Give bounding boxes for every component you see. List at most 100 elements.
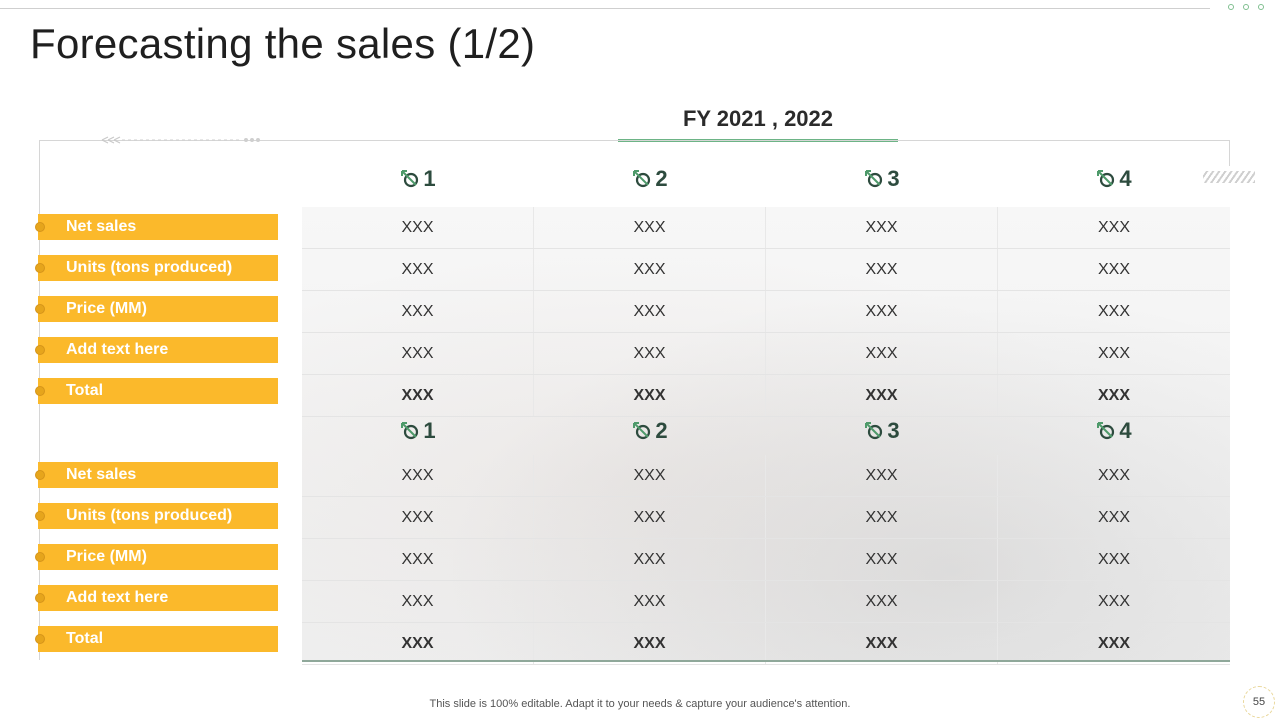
table-cell: XXX: [534, 333, 766, 374]
table-row: XXX XXX XXX XXX: [302, 291, 1230, 333]
quarter-number: 4: [1119, 418, 1132, 443]
arrow-target-icon: [1096, 168, 1119, 190]
quarter-number: 4: [1119, 166, 1132, 191]
row-label-text: Units (tons produced): [66, 507, 233, 524]
quarter-number: 2: [655, 418, 668, 443]
row-label: Units (tons produced): [35, 503, 278, 529]
table-cell: XXX: [1097, 218, 1130, 236]
hatch-decoration: [1203, 171, 1255, 183]
quarter-header: 2: [534, 164, 766, 194]
table-cell: XXX: [1097, 550, 1130, 568]
quarter-header: 3: [766, 164, 998, 194]
table-cell: XXX: [302, 497, 534, 538]
row-label: Price (MM): [35, 544, 278, 570]
table-cell: XXX: [302, 581, 534, 622]
table-row: XXX XXX XXX XXX: [302, 497, 1230, 539]
quarter-header-row-2: 1 2 3 4: [302, 416, 1230, 446]
forecast-table-1: XXX XXX XXX XXX XXX XXX XXX XXX XXX XXX XXX XXX XXX X…: [302, 207, 1230, 417]
table-cell: XXX: [766, 581, 998, 622]
quarter-number: 2: [655, 166, 668, 191]
table-row: XXX XXX XXX XXX: [302, 375, 1230, 417]
top-divider: [0, 8, 1210, 9]
table-cell: XXX: [534, 291, 766, 332]
quarter-number: 1: [423, 418, 436, 443]
bullet-icon: [35, 386, 45, 396]
table-cell: XXX: [766, 497, 998, 538]
table-cell: XXX: [534, 375, 766, 416]
table-row: XXX XXX XXX XXX: [302, 623, 1230, 665]
forecast-table-2: XXX XXX XXX XXX XXX XXX XXX XXX XXX XXX XXX XXX XXX X…: [302, 455, 1230, 665]
table-row: XXX XXX XXX XXX: [302, 333, 1230, 375]
table-cell: XXX: [302, 333, 534, 374]
quarter-number: 1: [423, 166, 436, 191]
frame-top-line: [39, 140, 1230, 141]
row-label: Total: [35, 626, 278, 652]
quarter-header: 2: [534, 416, 766, 446]
arrow-target-icon: [1096, 420, 1119, 442]
table-cell: XXX: [1097, 466, 1130, 484]
quarter-header: 1: [302, 164, 534, 194]
page-number: 55: [1243, 686, 1275, 718]
table-cell: XXX: [1097, 302, 1130, 320]
table-cell: XXX: [1097, 386, 1130, 404]
table-cell: XXX: [1097, 634, 1130, 652]
table-cell: XXX: [534, 581, 766, 622]
row-label-text: Price (MM): [66, 548, 147, 565]
bullet-icon: [35, 304, 45, 314]
table-cell: XXX: [534, 455, 766, 496]
table-cell: XXX: [534, 497, 766, 538]
table-cell: XXX: [766, 623, 998, 664]
row-label: Total: [35, 378, 278, 404]
arrow-target-icon: [632, 420, 655, 442]
table-row: XXX XXX XXX XXX: [302, 207, 1230, 249]
row-labels-2: Net sales Units (tons produced) Price (MM)…: [35, 462, 278, 667]
arrow-target-icon: [400, 168, 423, 190]
table-cell: XXX: [766, 539, 998, 580]
row-label: Add text here: [35, 337, 278, 363]
table-cell: XXX: [534, 207, 766, 248]
table-cell: XXX: [302, 249, 534, 290]
arrow-target-icon: [864, 168, 887, 190]
table-row: XXX XXX XXX XXX: [302, 249, 1230, 291]
row-label-text: Units (tons produced): [66, 259, 233, 276]
table-cell: XXX: [302, 623, 534, 664]
row-label-text: Net sales: [66, 466, 137, 483]
bullet-icon: [35, 222, 45, 232]
quarter-header: 1: [302, 416, 534, 446]
quarter-header: 4: [998, 164, 1230, 194]
bullet-icon: [35, 345, 45, 355]
table-cell: XXX: [534, 539, 766, 580]
table-bottom-border: [302, 660, 1230, 662]
table-cell: XXX: [1097, 344, 1130, 362]
arrow-target-icon: [632, 168, 655, 190]
bullet-icon: [35, 263, 45, 273]
row-label: Price (MM): [35, 296, 278, 322]
table-row: XXX XXX XXX XXX: [302, 455, 1230, 497]
table-row: XXX XXX XXX XXX: [302, 539, 1230, 581]
row-label: Add text here: [35, 585, 278, 611]
quarter-header: 3: [766, 416, 998, 446]
arrow-target-icon: [400, 420, 423, 442]
row-label-text: Total: [66, 630, 104, 647]
quarter-header: 4: [998, 416, 1230, 446]
row-label-text: Net sales: [66, 218, 137, 235]
table-cell: XXX: [766, 249, 998, 290]
bullet-icon: [35, 511, 45, 521]
table-cell: XXX: [302, 455, 534, 496]
table-cell: XXX: [766, 333, 998, 374]
row-label-text: Total: [66, 382, 104, 399]
table-cell: XXX: [302, 291, 534, 332]
row-label: Net sales: [35, 462, 278, 488]
table-cell: XXX: [1097, 508, 1130, 526]
bullet-icon: [35, 634, 45, 644]
row-label-text: Add text here: [66, 341, 169, 358]
row-label-text: Add text here: [66, 589, 169, 606]
table-cell: XXX: [302, 375, 534, 416]
quarter-number: 3: [887, 166, 900, 191]
dashed-decoration: [101, 136, 260, 144]
footer-note: This slide is 100% editable. Adapt it to…: [429, 698, 851, 710]
table-cell: XXX: [766, 375, 998, 416]
row-label: Net sales: [35, 214, 278, 240]
table-cell: XXX: [534, 623, 766, 664]
frame-right-line: [1229, 140, 1230, 166]
